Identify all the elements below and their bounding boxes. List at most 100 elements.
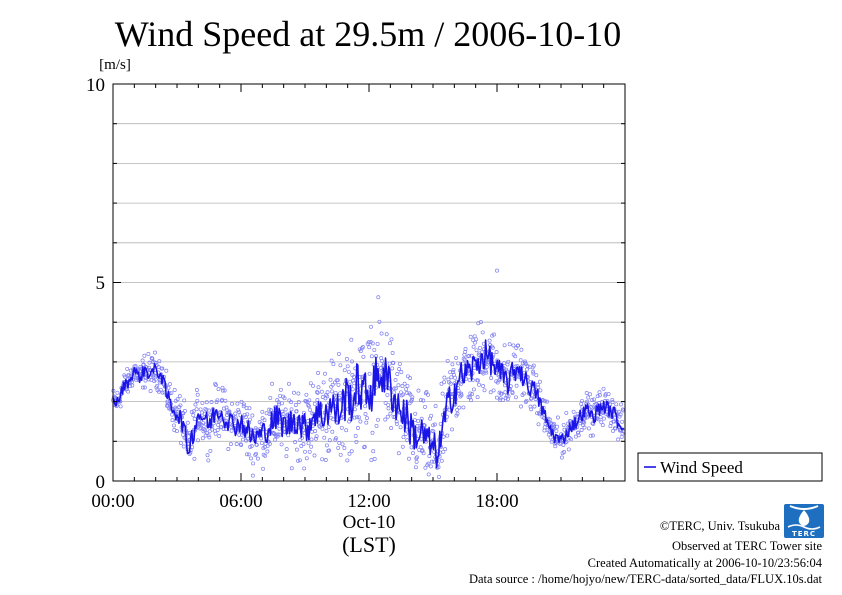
sample-point: [372, 347, 377, 352]
sample-point: [415, 455, 419, 460]
sample-point: [511, 343, 516, 348]
sample-point: [588, 433, 593, 438]
sample-point: [482, 388, 487, 393]
sample-point: [576, 433, 581, 438]
sample-point: [260, 409, 265, 414]
sample-point: [263, 453, 268, 458]
sample-point: [207, 435, 212, 440]
sample-point: [586, 426, 591, 431]
sample-point: [350, 359, 354, 364]
sample-point: [185, 420, 190, 425]
sample-point: [606, 392, 611, 397]
sample-point: [449, 375, 454, 380]
sample-point: [473, 340, 477, 345]
sample-point: [118, 404, 123, 409]
sample-point: [554, 429, 559, 434]
sample-point: [433, 404, 438, 409]
sample-point: [531, 371, 536, 376]
sample-point: [317, 423, 322, 428]
credit-source: Data source : /home/hojyo/new/TERC-data/…: [469, 572, 823, 586]
sample-point: [328, 377, 333, 382]
sample-point: [431, 423, 436, 428]
sample-point: [281, 411, 286, 416]
sample-point: [426, 472, 431, 477]
sample-point: [474, 348, 479, 353]
sample-point: [519, 347, 524, 352]
sample-point: [177, 394, 182, 399]
sample-point: [519, 404, 523, 409]
sample-point: [215, 398, 220, 403]
sample-point: [423, 465, 428, 470]
sample-point: [531, 363, 536, 368]
sample-point: [283, 407, 288, 412]
sample-point: [313, 429, 318, 433]
sample-point: [469, 398, 473, 403]
sample-point: [392, 390, 396, 395]
sample-point: [525, 363, 530, 368]
sample-point: [494, 350, 499, 354]
sample-point: [414, 459, 419, 464]
sample-point: [250, 413, 255, 418]
sample-point: [275, 434, 280, 439]
sample-point: [388, 411, 393, 416]
sample-point: [569, 437, 573, 442]
sample-point: [191, 413, 196, 418]
sample-point: [528, 404, 533, 409]
sample-point: [205, 453, 210, 458]
sample-point: [453, 375, 457, 380]
sample-point: [518, 358, 523, 363]
sample-point: [323, 458, 328, 462]
sample-point: [254, 442, 259, 447]
sample-point: [203, 428, 207, 432]
sample-point: [408, 392, 413, 397]
sample-point: [502, 361, 507, 366]
sample-point: [429, 413, 434, 418]
sample-point: [459, 391, 464, 396]
sample-point: [385, 414, 390, 419]
sample-point: [296, 458, 300, 463]
sample-point: [561, 422, 566, 427]
sample-point: [142, 353, 147, 358]
sample-point: [367, 345, 372, 350]
sample-point: [586, 395, 591, 400]
sample-point: [503, 390, 508, 395]
sample-point: [249, 456, 253, 461]
sample-point: [222, 388, 227, 393]
sample-point: [309, 444, 314, 449]
sample-point: [394, 421, 399, 426]
sample-point: [506, 359, 511, 364]
terc-logo: TERC: [784, 504, 824, 538]
credit-observed: Observed at TERC Tower site: [672, 539, 822, 553]
sample-point: [376, 295, 381, 300]
sample-point: [336, 382, 341, 387]
y-tick-label: 0: [96, 472, 106, 493]
sample-point: [140, 385, 145, 390]
sample-point: [383, 417, 388, 422]
sample-point: [284, 454, 289, 459]
sample-point: [426, 461, 431, 466]
sample-point: [377, 319, 382, 324]
sample-point: [226, 447, 231, 451]
sample-point: [174, 407, 179, 411]
sample-point: [390, 351, 395, 355]
sample-point: [194, 388, 199, 392]
sample-point: [376, 417, 380, 422]
sample-point: [491, 388, 496, 393]
sample-point: [401, 435, 406, 440]
sample-point: [369, 458, 374, 462]
tick-marks: [113, 84, 625, 481]
sample-point: [620, 419, 625, 424]
sample-point: [324, 428, 329, 433]
sample-point: [490, 345, 495, 350]
sample-point: [359, 346, 364, 351]
sample-point: [194, 407, 199, 412]
sample-point: [181, 432, 186, 437]
sample-point: [616, 437, 621, 442]
sample-point: [549, 439, 554, 444]
sample-point: [253, 428, 257, 433]
sample-point: [323, 371, 327, 376]
sample-point: [411, 451, 415, 456]
sample-point: [178, 403, 183, 408]
sample-point: [214, 400, 219, 405]
sample-point: [538, 388, 543, 393]
